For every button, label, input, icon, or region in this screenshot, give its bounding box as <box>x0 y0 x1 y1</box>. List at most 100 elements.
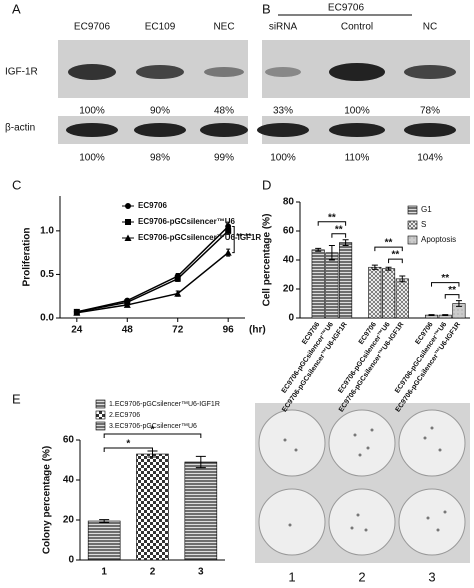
bar <box>368 266 382 319</box>
significance-bracket <box>103 433 202 438</box>
photo-label: 1 <box>288 569 295 584</box>
bar <box>382 268 396 319</box>
error-bar <box>371 264 378 270</box>
percent: 99% <box>214 153 234 164</box>
significance-label: ** <box>328 212 336 223</box>
significance-label: ** <box>385 238 393 249</box>
panel-label: C <box>12 177 21 192</box>
percent: 100% <box>79 153 105 164</box>
bar <box>136 453 169 561</box>
legend-swatch <box>95 421 106 431</box>
error-bar <box>385 266 392 271</box>
series-line <box>76 225 229 313</box>
column-label: NEC <box>213 22 234 33</box>
legend-swatch <box>407 220 418 230</box>
band <box>66 123 118 137</box>
legend-swatch <box>407 205 418 215</box>
significance-label: ** <box>245 232 252 241</box>
y-axis-label: Colony percentage (%) <box>42 446 53 554</box>
error-bar <box>195 455 206 469</box>
band <box>68 64 116 80</box>
band <box>404 123 456 137</box>
x-tick-label: EC9706-pGCsilencer™U6-IGF1R <box>281 321 349 413</box>
row-label: β-actin <box>5 123 35 134</box>
wells <box>258 409 466 556</box>
band <box>404 65 456 79</box>
legend-label: 3.EC9706-pGCsilencer™U6 <box>109 423 197 430</box>
panel-label: A <box>12 1 21 16</box>
y-tick-label: 0 <box>68 555 74 566</box>
error-bar <box>342 239 349 246</box>
significance-bracket <box>317 221 347 226</box>
x-tick-label: 24 <box>71 325 83 336</box>
significance-label: * <box>151 425 155 436</box>
y-tick-label: 0.0 <box>40 313 54 324</box>
legend-label: EC9706 <box>138 201 167 210</box>
legend-label: S <box>421 220 426 229</box>
series-line <box>76 230 229 313</box>
legend-label: 2.EC9706 <box>109 412 140 419</box>
significance-label: ** <box>236 232 243 241</box>
significance-label: * <box>126 439 130 450</box>
significance-label: ** <box>335 224 343 235</box>
band <box>134 123 186 137</box>
y-tick-label: 80 <box>283 197 295 208</box>
legend-label: EC9706-pGCsilencer™U6-IGF1R <box>138 233 261 242</box>
photo-label: 2 <box>358 569 365 584</box>
significance-bracket <box>103 447 153 452</box>
x-tick-label: 2 <box>150 567 156 578</box>
significance-bracket <box>431 282 460 287</box>
band <box>329 63 385 81</box>
y-tick-label: 40 <box>63 475 75 486</box>
percent: 100% <box>79 106 105 117</box>
x-tick-label: EC9706-pGCsilencer™U6-IGF1R <box>395 321 463 413</box>
y-axis-label: Cell percentage (%) <box>262 214 273 307</box>
x-tick-label: 48 <box>122 325 134 336</box>
x-tick-label: 72 <box>172 325 184 336</box>
column-label: NC <box>423 22 437 33</box>
x-tick-label: EC9706-pGCsilencer™U6-IGF1R <box>338 321 406 413</box>
significance-bracket <box>331 233 347 238</box>
y-tick-label: 1.0 <box>40 225 54 236</box>
x-tick-label: 1 <box>101 567 107 578</box>
x-tick-label: 3 <box>198 567 204 578</box>
panel-label: D <box>262 177 271 192</box>
band <box>204 67 244 77</box>
marker <box>225 227 232 234</box>
bar <box>395 278 409 319</box>
bar <box>325 252 339 319</box>
bar <box>184 461 218 561</box>
y-tick-label: 0.5 <box>40 269 54 280</box>
column-label: EC9706 <box>74 22 111 33</box>
significance-label: ** <box>448 285 456 296</box>
legend-swatch <box>95 399 106 409</box>
y-tick-label: 60 <box>63 435 75 446</box>
significance-bracket <box>444 294 460 299</box>
percent: 90% <box>150 106 170 117</box>
series-line <box>76 252 229 314</box>
photo-label: 3 <box>428 569 435 584</box>
percent: 110% <box>345 153 370 164</box>
error-bar <box>99 519 110 523</box>
error-bar <box>399 275 406 283</box>
percent: 104% <box>417 153 443 164</box>
significance-label: ** <box>392 250 400 261</box>
marker <box>125 203 131 209</box>
bar <box>339 242 353 319</box>
marker <box>125 219 131 225</box>
error-bar <box>315 247 322 252</box>
column-label: Control <box>341 22 373 33</box>
legend-label: 1.EC9706-pGCsilencer™U6-IGF1R <box>109 401 220 408</box>
significance-bracket <box>374 246 403 252</box>
y-tick-label: 60 <box>283 226 295 237</box>
band <box>329 123 385 137</box>
y-tick-label: 40 <box>283 255 295 266</box>
y-tick-label: 20 <box>283 284 295 295</box>
marker <box>224 249 232 256</box>
error-bar <box>455 300 462 307</box>
y-axis-label: Proliferation <box>22 228 33 287</box>
x-tick-label: 96 <box>223 325 235 336</box>
bar <box>311 249 325 319</box>
legend-swatch <box>95 410 106 420</box>
